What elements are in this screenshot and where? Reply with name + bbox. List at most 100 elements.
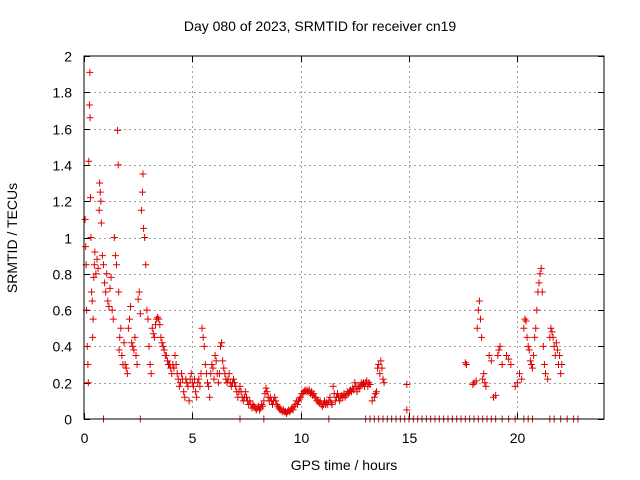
data-point (145, 342, 153, 350)
data-point (289, 406, 297, 414)
data-point (156, 321, 164, 329)
data-point (377, 357, 385, 365)
data-point (263, 388, 271, 396)
data-points (81, 68, 582, 423)
y-tick-label: 1.8 (53, 85, 73, 101)
data-point (139, 170, 147, 178)
data-point (126, 315, 133, 323)
data-point (159, 342, 167, 350)
data-point (243, 393, 250, 401)
data-point (558, 361, 566, 369)
data-point (199, 333, 207, 341)
data-point (485, 351, 493, 359)
data-point (82, 243, 90, 251)
data-point (344, 390, 352, 398)
data-point (148, 324, 156, 332)
data-point (368, 397, 376, 405)
data-point (96, 179, 104, 187)
data-point (81, 215, 89, 223)
data-point (171, 351, 179, 359)
data-point (150, 333, 158, 341)
data-point (101, 279, 109, 287)
data-point (89, 333, 97, 341)
data-point (143, 306, 151, 314)
data-point (376, 370, 384, 378)
data-point (318, 402, 326, 410)
data-point (204, 379, 211, 387)
data-point (187, 370, 195, 378)
data-point (185, 397, 193, 405)
data-point (487, 357, 495, 365)
data-point (116, 333, 124, 341)
data-point (403, 406, 411, 414)
data-point (537, 264, 545, 272)
data-point (155, 315, 163, 323)
data-point (536, 270, 544, 278)
data-point (262, 384, 270, 392)
data-point (142, 261, 150, 269)
data-point (492, 391, 500, 399)
data-point (520, 324, 528, 332)
data-point (328, 400, 336, 408)
data-point (299, 390, 307, 398)
data-point (525, 346, 533, 354)
x-tick-label: 5 (189, 430, 197, 446)
x-tick-label: 0 (81, 430, 89, 446)
data-point (355, 384, 363, 392)
data-point (91, 248, 99, 256)
data-point (106, 284, 114, 292)
data-point (505, 355, 513, 363)
data-point (371, 390, 379, 398)
data-point (154, 313, 162, 321)
x-axis-label: GPS time / hours (290, 457, 398, 473)
data-point (230, 375, 237, 383)
data-point (472, 377, 480, 385)
data-point (121, 361, 129, 369)
data-point (523, 333, 531, 341)
data-point (272, 397, 280, 405)
data-point (124, 324, 132, 332)
data-point (378, 364, 386, 372)
data-point (87, 234, 95, 241)
y-tick-label: 0.8 (53, 267, 73, 283)
data-point (97, 219, 105, 227)
data-point (114, 161, 122, 169)
data-point (375, 361, 383, 369)
data-point (178, 370, 185, 378)
y-tick-label: 1 (64, 231, 72, 247)
data-point (495, 346, 503, 354)
data-point (170, 364, 178, 372)
data-point (365, 379, 373, 387)
data-point (480, 370, 488, 378)
data-point (513, 379, 521, 387)
data-point (114, 126, 122, 134)
data-point (162, 351, 170, 359)
data-point (327, 399, 335, 407)
data-point (529, 364, 536, 372)
data-point (109, 315, 117, 323)
data-point (380, 379, 388, 387)
data-point (113, 261, 120, 269)
data-point (498, 361, 506, 369)
data-point (97, 197, 105, 205)
data-point (193, 393, 201, 401)
data-point (136, 310, 144, 318)
data-point (521, 315, 529, 323)
data-point (214, 379, 222, 387)
data-point (477, 315, 484, 323)
data-point (538, 288, 546, 296)
data-point (131, 333, 139, 341)
data-point (219, 357, 227, 365)
y-axis-label: SRMTID / TECUs (4, 182, 20, 294)
data-point (518, 375, 526, 383)
data-point (548, 328, 556, 336)
data-point (527, 361, 535, 369)
x-tick-label: 15 (402, 430, 418, 446)
plot-area (84, 56, 604, 419)
data-point (90, 273, 98, 281)
data-point (220, 364, 228, 372)
data-point (217, 342, 224, 350)
data-point (349, 384, 357, 392)
